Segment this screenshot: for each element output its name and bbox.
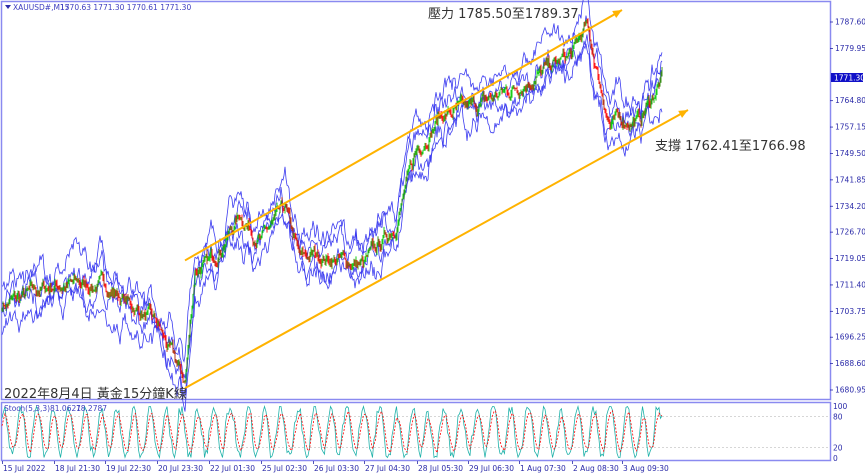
price-tick-label: 1757.15 bbox=[835, 123, 865, 132]
time-tick-label: 2 Aug 08:30 bbox=[573, 464, 619, 473]
stoch-tick-label: 0 bbox=[833, 454, 838, 463]
candles bbox=[1, 18, 663, 384]
stoch-signal-value: 78.2787 bbox=[76, 404, 107, 413]
stoch-tick-label: 80 bbox=[833, 412, 843, 421]
price-tick-label: 1749.50 bbox=[835, 149, 865, 158]
price-tick-label: 1726.70 bbox=[835, 228, 865, 237]
price-tick-label: 1688.60 bbox=[835, 359, 865, 368]
price-tick-label: 1703.75 bbox=[835, 307, 865, 316]
price-tick-label: 1779.95 bbox=[835, 44, 865, 53]
time-tick-label: 27 Jul 04:30 bbox=[365, 464, 410, 473]
chart-caption: 2022年8月4日 黃金15分鐘K線 bbox=[4, 386, 187, 402]
price-tick-label: 1734.20 bbox=[835, 202, 865, 211]
stoch-main-value: 81.0621 bbox=[50, 404, 81, 413]
stoch-tick-label: 20 bbox=[833, 444, 843, 453]
resistance-annotation: 壓力 1785.50至1789.37 bbox=[428, 7, 579, 22]
stoch-title: Stoch(5,3,3) bbox=[4, 404, 50, 413]
price-tick-label: 1719.05 bbox=[835, 254, 865, 263]
current-price-label: 1771.30 bbox=[834, 74, 865, 83]
stoch-panel-border bbox=[0, 401, 832, 462]
time-tick-label: 3 Aug 09:30 bbox=[623, 464, 669, 473]
time-tick-label: 22 Jul 01:30 bbox=[210, 464, 255, 473]
current-price-tag bbox=[831, 73, 863, 82]
support-annotation: 支撐 1762.41至1766.98 bbox=[655, 139, 806, 154]
price-tick-label: 1787.60 bbox=[835, 18, 865, 27]
stoch-tick-label: 100 bbox=[833, 402, 848, 411]
price-tick-label: 1680.95 bbox=[835, 386, 865, 395]
time-axis: 15 Jul 2022 18 Jul 21:30 19 Jul 22:30 20 Ju… bbox=[2, 461, 669, 473]
time-tick-label: 18 Jul 21:30 bbox=[55, 464, 100, 473]
price-tick-label: 1711.40 bbox=[835, 280, 865, 289]
arrowhead-icon bbox=[678, 110, 688, 118]
time-tick-label: 1 Aug 07:30 bbox=[520, 464, 566, 473]
time-tick-label: 28 Jul 05:30 bbox=[418, 464, 463, 473]
ohlc-values: 1770.63 1771.30 1770.61 1771.30 bbox=[60, 3, 191, 12]
upper-band-line bbox=[1, 0, 663, 363]
trend-channel bbox=[184, 9, 689, 389]
time-tick-label: 29 Jul 06:30 bbox=[469, 464, 514, 473]
time-tick-label: 19 Jul 22:30 bbox=[106, 464, 151, 473]
resistance-trendline[interactable] bbox=[184, 9, 623, 262]
price-tick-label: 1741.85 bbox=[835, 175, 865, 184]
time-tick-label: 15 Jul 2022 bbox=[3, 464, 46, 473]
price-panel-border bbox=[0, 0, 832, 401]
time-tick-label: 26 Jul 03:30 bbox=[314, 464, 359, 473]
price-axis: 1787.60 1779.95 1764.80 1757.15 1749.50 1741.… bbox=[830, 18, 865, 395]
stoch-signal-line bbox=[1, 410, 663, 455]
time-tick-label: 20 Jul 23:30 bbox=[158, 464, 203, 473]
price-tick-label: 1764.80 bbox=[835, 96, 865, 105]
collapse-triangle-icon[interactable] bbox=[5, 5, 11, 9]
symbol-label: XAUUSD#,M15 bbox=[13, 3, 70, 12]
inner-upper-band-line bbox=[1, 15, 663, 380]
arrowhead-icon bbox=[612, 10, 622, 18]
price-tick-label: 1696.25 bbox=[835, 333, 865, 342]
time-tick-label: 25 Jul 02:30 bbox=[262, 464, 307, 473]
support-trendline[interactable] bbox=[184, 109, 689, 389]
stoch-main-line bbox=[1, 404, 663, 460]
